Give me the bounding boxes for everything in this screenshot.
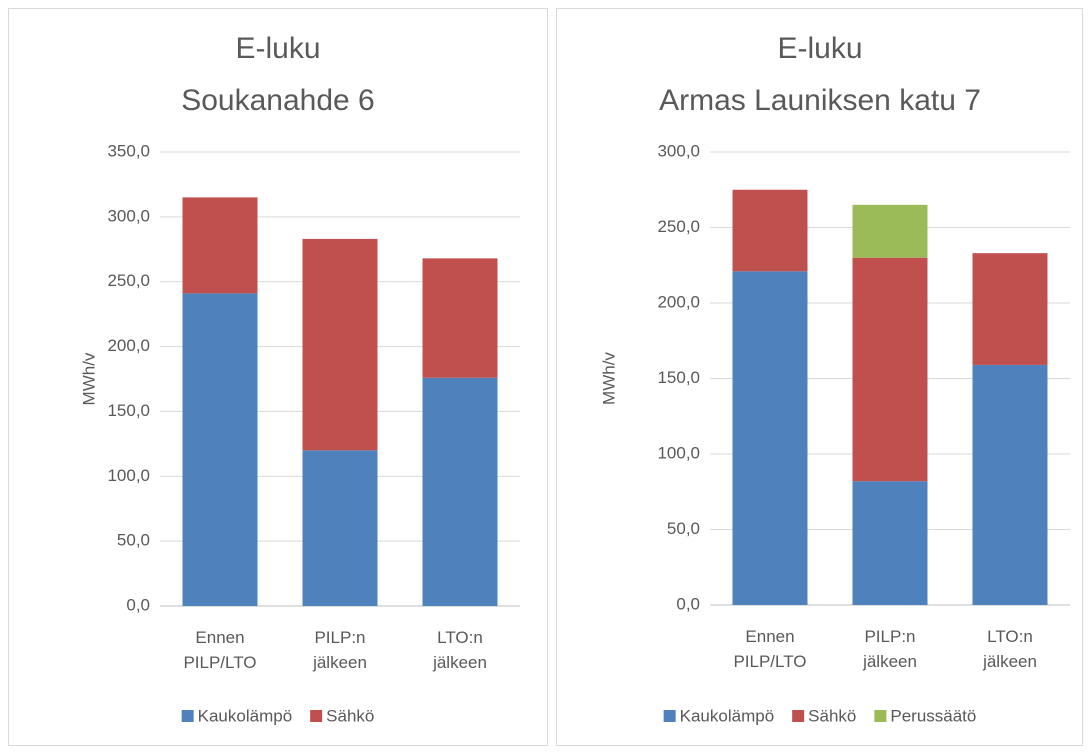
legend-swatch bbox=[181, 710, 194, 722]
y-tick-label: 150,0 bbox=[107, 401, 150, 420]
y-tick-label: 250,0 bbox=[657, 217, 700, 236]
y-tick-label: 0,0 bbox=[676, 594, 700, 613]
legend-label: Sähkö bbox=[326, 706, 374, 725]
legend-swatch bbox=[792, 710, 805, 722]
y-axis-label: MWh/v bbox=[79, 352, 98, 405]
y-tick-label: 50,0 bbox=[667, 519, 700, 538]
y-tick-label: 250,0 bbox=[107, 271, 150, 290]
y-tick-label: 300,0 bbox=[657, 141, 700, 160]
legend-label: Perussäätö bbox=[890, 706, 976, 725]
bar-segment bbox=[852, 204, 928, 258]
chart-title: E-luku bbox=[777, 32, 862, 65]
chart-title: Soukanahde 6 bbox=[181, 84, 375, 117]
bar-segment bbox=[732, 271, 808, 605]
y-tick-label: 200,0 bbox=[657, 292, 700, 311]
chart-title: E-luku bbox=[235, 32, 320, 65]
y-tick-label: 0,0 bbox=[126, 595, 150, 614]
y-tick-label: 200,0 bbox=[107, 336, 150, 355]
y-tick-label: 100,0 bbox=[657, 443, 700, 462]
legend-swatch bbox=[663, 710, 676, 722]
x-tick-label: LTO:n jälkeen bbox=[432, 628, 487, 672]
x-tick-label: PILP:n jälkeen bbox=[862, 627, 917, 671]
bar-segment bbox=[182, 293, 258, 606]
bar-segment bbox=[422, 258, 498, 378]
bar-segment bbox=[422, 377, 498, 606]
x-tick-label: Ennen PILP/LTO bbox=[183, 628, 256, 672]
bar-segment bbox=[972, 364, 1048, 605]
y-tick-label: 300,0 bbox=[107, 206, 150, 225]
x-tick-label: LTO:n jälkeen bbox=[982, 627, 1037, 671]
bar-segment bbox=[302, 238, 378, 451]
bar-segment bbox=[182, 197, 258, 294]
y-tick-label: 350,0 bbox=[107, 141, 150, 160]
y-tick-label: 50,0 bbox=[117, 531, 150, 550]
y-axis-label: MWh/v bbox=[599, 352, 618, 405]
bar-segment bbox=[732, 189, 808, 272]
x-tick-label: PILP:n jälkeen bbox=[312, 628, 367, 672]
bar-segment bbox=[852, 481, 928, 605]
legend-swatch bbox=[310, 710, 323, 722]
y-tick-label: 100,0 bbox=[107, 466, 150, 485]
chart-title: Armas Launiksen katu 7 bbox=[659, 84, 981, 117]
legend-label: Sähkö bbox=[808, 706, 856, 725]
x-tick-label: Ennen PILP/LTO bbox=[733, 627, 806, 671]
legend-label: Kaukolämpö bbox=[680, 706, 775, 725]
y-tick-label: 150,0 bbox=[657, 368, 700, 387]
legend-label: Kaukolämpö bbox=[198, 706, 293, 725]
bar-segment bbox=[302, 450, 378, 606]
bar-segment bbox=[852, 257, 928, 482]
bar-segment bbox=[972, 253, 1048, 365]
legend-swatch bbox=[874, 710, 887, 722]
